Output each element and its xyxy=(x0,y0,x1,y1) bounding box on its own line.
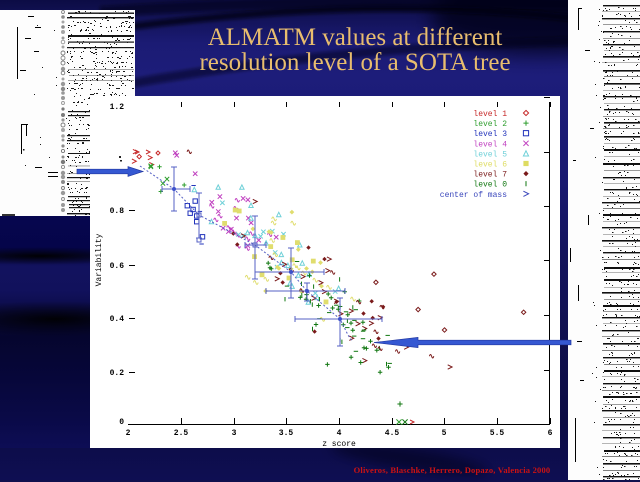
svg-text:level 0: level 0 xyxy=(473,181,507,190)
svg-text:level 2: level 2 xyxy=(473,120,507,129)
svg-text:0.8: 0.8 xyxy=(110,207,125,216)
svg-text:level 5: level 5 xyxy=(473,150,507,159)
svg-text:0.4: 0.4 xyxy=(110,315,125,324)
svg-text:3: 3 xyxy=(232,429,237,438)
svg-text:level 7: level 7 xyxy=(473,171,507,180)
svg-text:level 6: level 6 xyxy=(473,161,507,170)
svg-text:Variability: Variability xyxy=(95,233,104,286)
svg-text:0: 0 xyxy=(119,418,124,427)
svg-text:0.2: 0.2 xyxy=(110,369,125,378)
svg-text:level 3: level 3 xyxy=(473,130,507,139)
svg-text:1.2: 1.2 xyxy=(110,103,125,112)
svg-text:0.6: 0.6 xyxy=(110,262,125,271)
svg-text:5: 5 xyxy=(442,429,447,438)
svg-text:4: 4 xyxy=(337,429,342,438)
svg-text:level 1: level 1 xyxy=(473,110,507,119)
svg-text:center of mass: center of mass xyxy=(440,191,507,200)
svg-text:5.5: 5.5 xyxy=(490,429,505,438)
svg-text:4.5: 4.5 xyxy=(385,429,400,438)
svg-text:z score: z score xyxy=(322,440,356,448)
svg-text:level 4: level 4 xyxy=(473,140,507,149)
svg-text:6: 6 xyxy=(548,429,553,438)
svg-text:3.5: 3.5 xyxy=(279,429,294,438)
svg-text:2.5: 2.5 xyxy=(174,429,189,438)
svg-text:2: 2 xyxy=(126,429,131,438)
